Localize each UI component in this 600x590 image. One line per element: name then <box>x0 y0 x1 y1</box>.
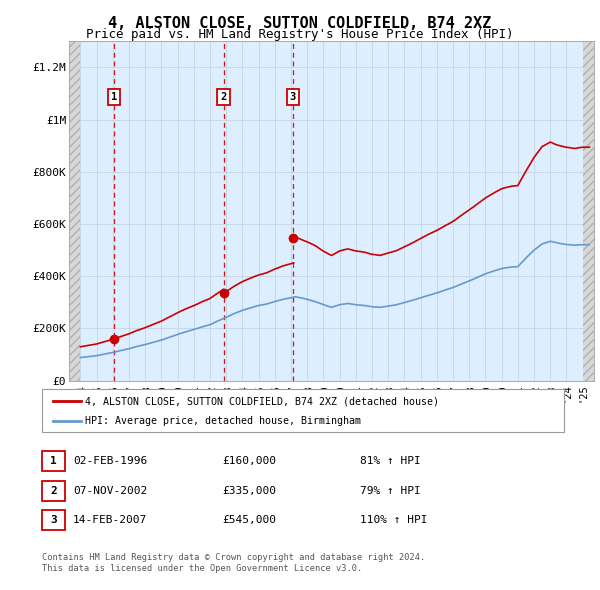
Text: 02-FEB-1996: 02-FEB-1996 <box>73 457 148 466</box>
Text: Price paid vs. HM Land Registry's House Price Index (HPI): Price paid vs. HM Land Registry's House … <box>86 28 514 41</box>
Text: Contains HM Land Registry data © Crown copyright and database right 2024.
This d: Contains HM Land Registry data © Crown c… <box>42 553 425 573</box>
Text: 14-FEB-2007: 14-FEB-2007 <box>73 516 148 525</box>
Text: 4, ALSTON CLOSE, SUTTON COLDFIELD, B74 2XZ (detached house): 4, ALSTON CLOSE, SUTTON COLDFIELD, B74 2… <box>85 396 439 407</box>
Bar <box>69 41 80 381</box>
Text: £160,000: £160,000 <box>222 457 276 466</box>
Text: £545,000: £545,000 <box>222 516 276 525</box>
Text: 4, ALSTON CLOSE, SUTTON COLDFIELD, B74 2XZ: 4, ALSTON CLOSE, SUTTON COLDFIELD, B74 2… <box>109 16 491 31</box>
Text: 3: 3 <box>290 92 296 102</box>
Text: £335,000: £335,000 <box>222 486 276 496</box>
Text: 2: 2 <box>221 92 227 102</box>
Text: 1: 1 <box>50 457 57 466</box>
Text: 1: 1 <box>111 92 118 102</box>
Bar <box>583 41 594 381</box>
Text: 110% ↑ HPI: 110% ↑ HPI <box>360 516 428 525</box>
Text: HPI: Average price, detached house, Birmingham: HPI: Average price, detached house, Birm… <box>85 417 361 426</box>
Text: 3: 3 <box>50 516 57 525</box>
Text: 07-NOV-2002: 07-NOV-2002 <box>73 486 148 496</box>
Text: 81% ↑ HPI: 81% ↑ HPI <box>360 457 421 466</box>
Text: 79% ↑ HPI: 79% ↑ HPI <box>360 486 421 496</box>
Text: 2: 2 <box>50 486 57 496</box>
